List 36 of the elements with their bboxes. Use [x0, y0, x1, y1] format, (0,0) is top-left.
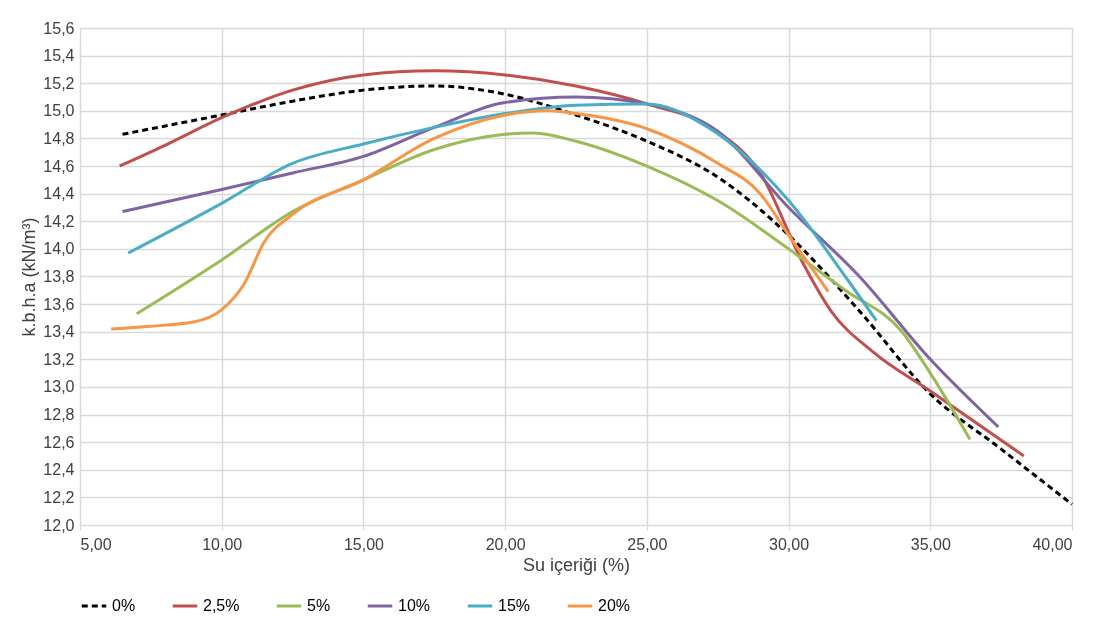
- y-tick-label: 15,4: [43, 47, 75, 65]
- y-tick-label: 15,6: [43, 19, 75, 37]
- y-tick-label: 14,8: [43, 129, 75, 147]
- legend-label: 5%: [307, 597, 331, 614]
- x-tick-label: 30,00: [769, 535, 810, 553]
- legend-label: 15%: [498, 597, 531, 614]
- legend-label: 0%: [112, 597, 136, 614]
- x-tick-label: 5,00: [80, 535, 112, 553]
- x-tick-label: 35,00: [910, 535, 951, 553]
- y-tick-label: 12,2: [43, 488, 75, 506]
- y-tick-label: 15,0: [43, 102, 75, 120]
- y-tick-label: 14,6: [43, 157, 75, 175]
- y-tick-label: 12,6: [43, 433, 75, 451]
- x-tick-label: 20,00: [485, 535, 526, 553]
- legend-label: 20%: [598, 597, 631, 614]
- y-tick-label: 14,4: [43, 185, 75, 203]
- legend-label: 10%: [398, 597, 431, 614]
- y-tick-label: 12,8: [43, 406, 75, 424]
- x-axis-title: Su içeriği (%): [522, 554, 631, 575]
- line-series: [121, 84, 1074, 506]
- y-axis-title: k.b.h.a (kN/m³): [19, 217, 40, 337]
- y-tick-label: 13,4: [43, 323, 75, 341]
- x-tick-label: 25,00: [627, 535, 668, 553]
- x-tick-label: 40,00: [1032, 535, 1073, 553]
- y-tick-label: 14,2: [43, 212, 75, 230]
- y-tick-label: 13,2: [43, 350, 75, 368]
- y-tick-label: 13,8: [43, 268, 75, 285]
- x-tick-label: 10,00: [202, 535, 243, 553]
- y-tick-label: 13,6: [43, 295, 75, 313]
- legend-label: 2,5%: [203, 597, 240, 614]
- y-tick-label: 15,2: [43, 74, 75, 92]
- y-tick-label: 12,4: [43, 461, 75, 479]
- y-tick-label: 13,0: [43, 378, 75, 396]
- x-tick-label: 15,00: [343, 535, 385, 553]
- y-tick-label: 14,0: [43, 240, 75, 258]
- y-tick-label: 12,0: [43, 516, 75, 534]
